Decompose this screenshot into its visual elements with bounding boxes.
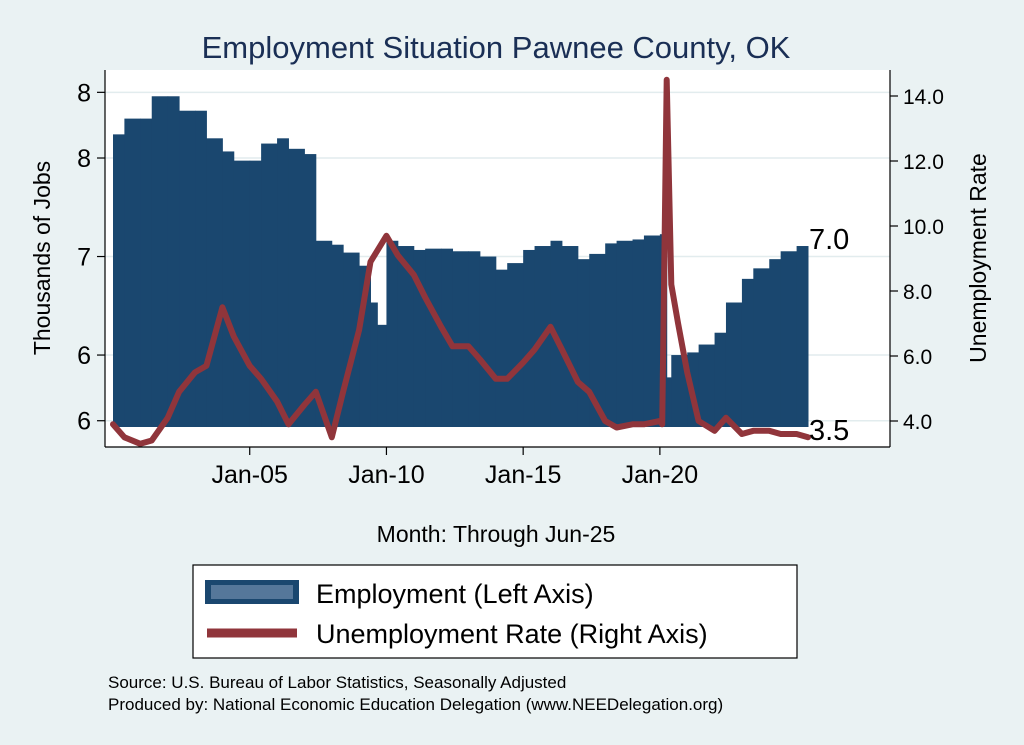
employment-bar <box>698 344 716 427</box>
plot-area <box>104 70 891 448</box>
employment-bar <box>808 249 809 427</box>
employment-bar <box>277 138 289 427</box>
employment-bar <box>479 256 497 427</box>
employment-bar <box>671 355 688 427</box>
employment-bar <box>507 263 524 427</box>
employment-bar <box>140 118 153 428</box>
x-tick-label: Jan-15 <box>485 461 561 489</box>
right-tick-label: 4.0 <box>903 411 932 434</box>
employment-bar <box>195 110 207 427</box>
left-tick-label: 7 <box>77 244 91 272</box>
employment-bar <box>249 160 262 427</box>
employment-bar <box>397 246 415 427</box>
right-tick-label: 8.0 <box>903 281 932 304</box>
employment-bar <box>179 110 196 427</box>
employment-bar <box>468 251 481 427</box>
x-tick-label: Jan-10 <box>348 461 424 489</box>
right-tick-label: 14.0 <box>903 86 944 109</box>
employment-bar <box>288 148 305 427</box>
employment-bar <box>796 246 809 427</box>
employment-bar <box>643 235 661 427</box>
employment-bar <box>222 151 235 427</box>
employment-bar <box>124 118 141 428</box>
employment-bar <box>666 377 672 427</box>
employment-bar <box>725 302 743 427</box>
employment-bar <box>561 246 579 427</box>
employment-bar <box>206 138 223 427</box>
left-tick-label: 6 <box>77 408 91 436</box>
left-tick-label: 8 <box>77 145 91 173</box>
legend-employment-label: Employment (Left Axis) <box>316 579 594 609</box>
employment-bar <box>780 251 798 427</box>
employment-bar <box>452 251 469 427</box>
employment-bar <box>589 253 606 427</box>
x-tick-label: Jan-05 <box>211 461 287 489</box>
employment-bar <box>413 249 426 427</box>
left-tick-label: 8 <box>77 79 91 107</box>
employment-bar <box>753 268 770 427</box>
employment-bar <box>261 143 278 427</box>
left-axis-ticks: 8 8 7 6 6 <box>77 79 105 436</box>
employment-bar <box>359 265 371 427</box>
employment-bar <box>577 259 590 427</box>
x-axis-label: Month: Through Jun-25 <box>377 521 616 547</box>
legend: Employment (Left Axis) Unemployment Rate… <box>192 564 798 659</box>
employment-bar <box>370 302 378 427</box>
employment-bar <box>233 160 251 427</box>
employment-bar <box>304 154 317 427</box>
employment-bar <box>331 244 344 427</box>
right-axis-label: Unemployment Rate <box>965 153 991 363</box>
employment-bar <box>741 278 754 427</box>
left-tick-label: 6 <box>77 342 91 370</box>
legend-employment-swatch-inner <box>211 585 293 599</box>
employment-bar <box>632 239 645 427</box>
right-axis-ticks: 14.0 12.0 10.0 8.0 6.0 4.0 <box>890 86 944 434</box>
source-note: Source: U.S. Bureau of Labor Statistics,… <box>108 673 566 692</box>
employment-bar <box>495 269 508 427</box>
produced-by-note: Produced by: National Economic Education… <box>108 695 723 714</box>
employment-bar <box>315 240 333 427</box>
right-tick-label: 10.0 <box>903 216 944 239</box>
unemployment-end-label: 3.5 <box>809 415 849 447</box>
employment-bar <box>523 249 536 427</box>
employment-bar <box>769 259 782 427</box>
employment-bar <box>151 96 169 427</box>
employment-bar <box>425 248 442 427</box>
employment-bar <box>167 96 180 427</box>
employment-bar <box>714 332 727 427</box>
right-tick-label: 6.0 <box>903 346 932 369</box>
left-axis-label: Thousands of Jobs <box>29 161 55 355</box>
x-tick-label: Jan-20 <box>622 461 698 489</box>
right-tick-label: 12.0 <box>903 151 944 174</box>
employment-bar <box>113 134 125 428</box>
employment-end-label: 7.0 <box>809 224 849 256</box>
x-axis-ticks: Jan-05 Jan-10 Jan-15 Jan-20 <box>211 447 698 489</box>
employment-bars <box>113 96 809 428</box>
legend-unemployment-label: Unemployment Rate (Right Axis) <box>316 619 708 649</box>
unemployment-line <box>110 76 811 447</box>
employment-bar <box>616 240 634 427</box>
employment-bar <box>377 324 387 427</box>
employment-bar <box>386 240 399 427</box>
employment-bar <box>605 243 618 427</box>
chart-title: Employment Situation Pawnee County, OK <box>202 30 791 65</box>
